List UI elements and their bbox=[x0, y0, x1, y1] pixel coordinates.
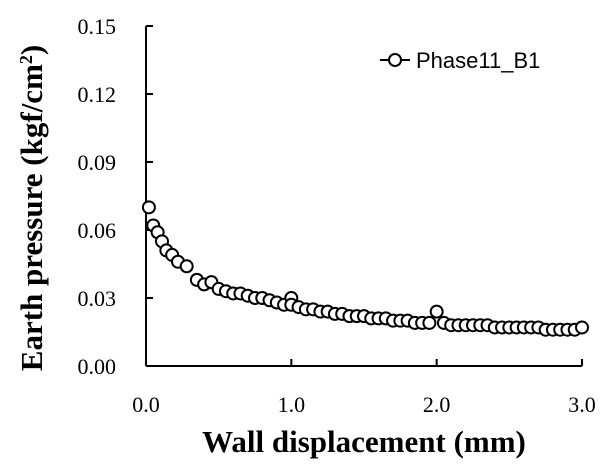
y-tick-label: 0.03 bbox=[78, 286, 117, 311]
legend-label: Phase11_B1 bbox=[416, 48, 540, 73]
data-point bbox=[179, 259, 194, 274]
x-tick-label: 3.0 bbox=[568, 392, 596, 417]
y-axis-title-close: ) bbox=[14, 45, 49, 55]
y-tick-label: 0.09 bbox=[78, 150, 117, 175]
y-tick-label: 0.06 bbox=[78, 218, 117, 243]
x-tick-label: 1.0 bbox=[278, 392, 306, 417]
legend: Phase11_B1 bbox=[380, 48, 540, 73]
data-point bbox=[141, 200, 156, 215]
x-tick-label: 2.0 bbox=[423, 392, 451, 417]
y-tick-label: 0.00 bbox=[78, 354, 117, 379]
y-axis-title: Earth pressure (kgf/cm2) bbox=[14, 45, 49, 371]
y-tick-label: 0.12 bbox=[78, 82, 117, 107]
x-axis-title: Wall displacement (mm) bbox=[202, 424, 526, 459]
legend-marker bbox=[388, 53, 402, 67]
data-point bbox=[575, 320, 589, 335]
plot-area: 0.0 1.0 2.0 3.0 0.00 0.03 0.06 0.09 0.12 0.15 bbox=[78, 14, 596, 417]
data-point bbox=[429, 304, 444, 319]
y-ticks: 0.00 0.03 0.06 0.09 0.12 0.15 bbox=[78, 14, 153, 379]
x-tick-label: 0.0 bbox=[132, 392, 160, 417]
x-ticks: 0.0 1.0 2.0 3.0 bbox=[132, 359, 596, 417]
y-tick-label: 0.15 bbox=[78, 14, 117, 39]
y-axis-title-superscript: 2 bbox=[16, 55, 36, 64]
data-point bbox=[422, 315, 437, 330]
data-points bbox=[141, 200, 589, 337]
y-axis-title-main: Earth pressure (kgf/cm bbox=[14, 64, 49, 371]
